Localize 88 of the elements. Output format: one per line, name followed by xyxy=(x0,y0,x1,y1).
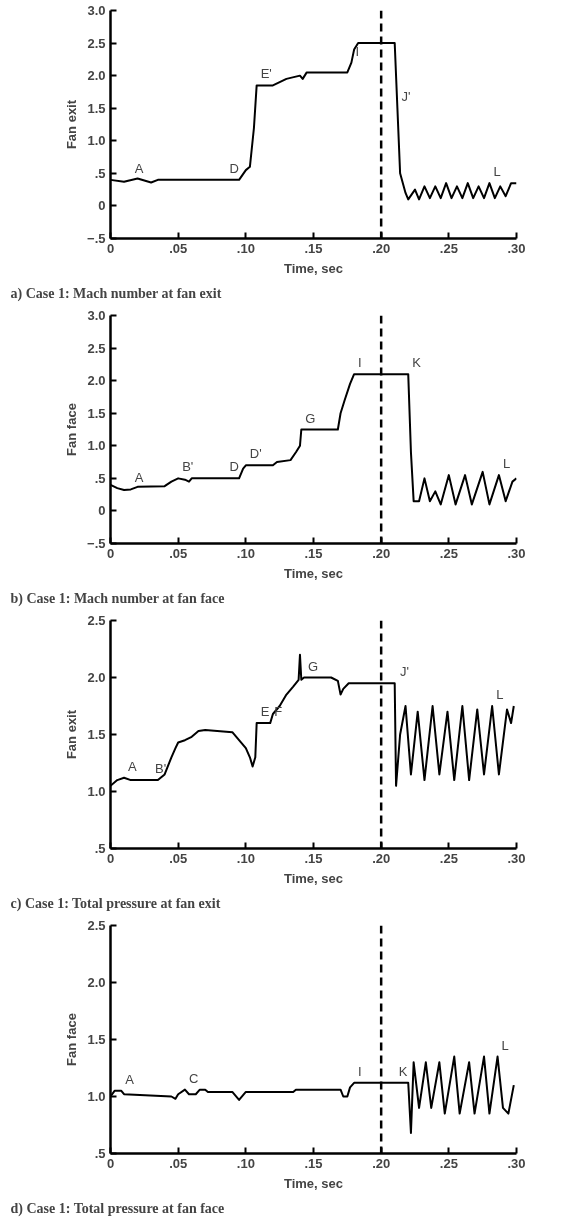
y-tick-label: 0 xyxy=(98,198,106,214)
annotation: G xyxy=(305,410,316,426)
x-tick-label: .10 xyxy=(236,850,255,866)
annotation: F xyxy=(274,704,283,720)
y-tick-label: .5 xyxy=(94,1146,106,1161)
y-tick-label: .5 xyxy=(94,470,106,486)
y-tick-label: 3.0 xyxy=(87,3,106,18)
x-tick-label: .05 xyxy=(169,545,188,561)
annotation: E xyxy=(260,704,270,720)
y-tick-label: 1.5 xyxy=(87,727,106,742)
annotation: L xyxy=(501,1037,509,1053)
annotation: A xyxy=(134,470,144,486)
y-tick-label: 2.0 xyxy=(87,68,106,84)
annotation: D xyxy=(229,459,239,475)
y-tick-label: 2.0 xyxy=(87,670,106,685)
annotation: L xyxy=(502,456,511,472)
x-tick-label: .30 xyxy=(507,240,526,256)
y-tick-label: 1.5 xyxy=(87,1032,106,1047)
x-tick-label: .05 xyxy=(169,850,188,866)
y-tick-label: 1.0 xyxy=(87,133,106,149)
y-tick-label: 3.0 xyxy=(87,308,106,323)
y-axis-title: Fan face xyxy=(64,1013,80,1066)
y-tick-label: −.5 xyxy=(87,231,106,246)
annotation: A xyxy=(134,160,144,176)
y-tick-label: 2.0 xyxy=(87,975,106,990)
y-tick-label: 0 xyxy=(98,503,106,519)
y-tick-label: 1.5 xyxy=(87,405,106,421)
annotation: B' xyxy=(155,761,167,777)
annotation: L xyxy=(493,164,501,180)
x-tick-label: .30 xyxy=(507,1155,526,1171)
x-tick-label: .25 xyxy=(439,240,458,256)
x-tick-label: .10 xyxy=(236,1155,255,1171)
annotation: D xyxy=(229,160,239,176)
y-tick-label: 2.5 xyxy=(87,35,106,51)
annotation: G xyxy=(308,658,319,674)
x-tick-label: .30 xyxy=(507,545,526,561)
x-tick-label: .10 xyxy=(236,545,255,561)
annotation: L xyxy=(496,687,504,702)
x-tick-label: .05 xyxy=(169,1155,188,1171)
x-tick-label: .15 xyxy=(304,850,323,866)
annotation: I xyxy=(358,1063,362,1079)
annotation: A xyxy=(125,1071,135,1087)
x-axis-title: Time, sec xyxy=(283,870,344,886)
y-tick-label: 2.5 xyxy=(87,340,106,356)
x-tick-label: .10 xyxy=(236,240,255,256)
annotation: I xyxy=(358,355,362,371)
text: d) Case 1: Total pressure at fan face xyxy=(10,1200,225,1217)
x-tick-label: .20 xyxy=(372,850,391,866)
y-tick-label: .5 xyxy=(94,841,106,856)
y-tick-label: 2.0 xyxy=(87,373,106,389)
y-tick-label: 1.5 xyxy=(87,100,106,116)
annotation: D' xyxy=(249,446,262,462)
x-tick-label: .25 xyxy=(439,1155,458,1171)
y-axis-title: Fan exit xyxy=(64,99,80,150)
x-tick-label: .15 xyxy=(304,1155,323,1171)
x-tick-label: .20 xyxy=(372,1155,391,1171)
y-tick-label: 2.5 xyxy=(87,918,106,933)
y-tick-label: 1.0 xyxy=(87,1089,106,1104)
annotation: A xyxy=(128,758,138,774)
x-tick-label: .30 xyxy=(507,850,526,866)
x-axis-title: Time, sec xyxy=(283,565,344,581)
x-tick-label: .15 xyxy=(304,240,323,256)
text: a) Case 1: Mach number at fan exit xyxy=(10,285,222,302)
x-tick-label: .05 xyxy=(169,240,188,256)
x-tick-label: .20 xyxy=(372,545,391,561)
annotation: J' xyxy=(401,89,411,105)
x-axis-title: Time, sec xyxy=(283,260,344,276)
x-axis-title: Time, sec xyxy=(283,1175,344,1191)
annotation: I xyxy=(355,43,360,59)
x-tick-label: .15 xyxy=(304,545,323,561)
y-tick-label: 2.5 xyxy=(87,613,106,628)
annotation: E' xyxy=(260,66,272,82)
annotation: B' xyxy=(182,459,194,475)
annotation: K xyxy=(412,355,422,371)
x-tick-label: .20 xyxy=(372,240,391,256)
y-axis-title: Fan exit xyxy=(64,709,80,760)
y-axis-title: Fan face xyxy=(64,403,80,456)
y-tick-label: −.5 xyxy=(87,536,106,551)
y-tick-label: 1.0 xyxy=(87,438,106,454)
text: c) Case 1: Total pressure at fan exit xyxy=(10,895,221,912)
annotation: K xyxy=(398,1063,408,1079)
x-tick-label: .25 xyxy=(439,545,458,561)
text: b) Case 1: Mach number at fan face xyxy=(10,590,225,607)
y-tick-label: 1.0 xyxy=(87,784,106,799)
x-tick-label: .25 xyxy=(439,850,458,866)
y-tick-label: .5 xyxy=(94,165,106,181)
annotation: C xyxy=(188,1070,199,1086)
annotation: J' xyxy=(400,664,410,680)
